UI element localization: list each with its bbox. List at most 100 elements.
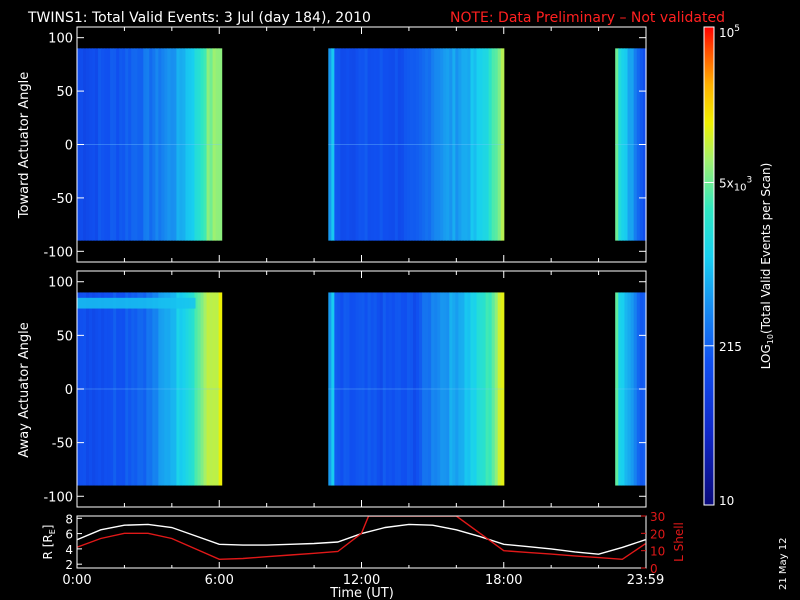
heatmap-column [349, 292, 354, 486]
heatmap-column [173, 292, 178, 486]
heatmap-column [458, 292, 462, 486]
heatmap-column [479, 48, 484, 241]
heatmap-column [337, 48, 341, 241]
heatmap-column [98, 292, 102, 486]
heatmap-column [449, 48, 453, 241]
heatmap-column [113, 48, 117, 241]
heatmap-column [122, 292, 126, 486]
ytick-label: 0 [65, 383, 73, 398]
heatmap-column [497, 292, 502, 486]
heatmap-column [349, 48, 354, 241]
heatmap-column [170, 48, 175, 241]
heatmap-column [373, 48, 378, 241]
heatmap-column [116, 48, 120, 241]
heatmap-column [391, 48, 396, 241]
heatmap-column [464, 292, 469, 486]
heatmap-column [146, 292, 150, 486]
heatmap-column [452, 48, 456, 241]
heatmap-column [209, 48, 214, 241]
orbit-ylabel-left: R [RE] [41, 525, 57, 560]
orbit-ylabel-right: L Shell [672, 522, 686, 562]
heatmap-column [500, 292, 505, 486]
colorbar-gradient [703, 26, 715, 506]
heatmap-column [182, 48, 187, 241]
orbit-panel: 8 642 30 20 10 0 0:00 6:00 12:00 18:00 23:59 R [RE… [41, 510, 686, 600]
heatmap-column [400, 48, 405, 241]
heatmap-column [331, 48, 335, 241]
ytick-label: 50 [56, 329, 73, 344]
heatmap-column [437, 292, 441, 486]
heatmap-column [406, 292, 411, 486]
heatmap-column [155, 48, 159, 241]
heatmap-column [110, 48, 114, 241]
away-heatmap [77, 292, 647, 486]
heatmap-column [131, 292, 135, 486]
orbit-frame [76, 515, 647, 569]
heatmap-column [149, 48, 153, 241]
heatmap-column [476, 48, 481, 241]
heatmap-column [497, 48, 502, 241]
heatmap-column [416, 48, 420, 241]
ytick-label: -50 [52, 437, 73, 452]
heatmap-column [633, 292, 638, 486]
heatmap-column [104, 292, 108, 486]
heatmap-column [364, 292, 369, 486]
heatmap-column [137, 48, 141, 241]
heatmap-column [86, 48, 90, 241]
heatmap-column [131, 48, 135, 241]
ytick-label-left: 4 [65, 543, 73, 557]
ytick-label: 100 [48, 276, 73, 291]
heatmap-column [367, 48, 372, 241]
colorbar-tick-label: 105 [719, 24, 740, 40]
heatmap-column [624, 48, 629, 241]
heatmap-column [218, 292, 223, 486]
heatmap-column [167, 48, 171, 241]
heatmap-column [215, 292, 220, 486]
heatmap-column [476, 292, 481, 486]
heatmap-column [394, 292, 399, 486]
heatmap-column [352, 292, 357, 486]
heatmap-column [455, 48, 459, 241]
heatmap-column [161, 292, 165, 486]
heatmap-column [382, 48, 387, 241]
heatmap-column [119, 292, 123, 486]
ytick-label: 100 [48, 32, 73, 47]
colorbar-ticks: 10 215 5x103 105 [704, 24, 752, 508]
ytick-label-right: 30 [650, 510, 665, 524]
heatmap-column [200, 292, 205, 486]
toward-heatmap [77, 48, 647, 241]
heatmap-column [107, 48, 111, 241]
heatmap-column [101, 48, 105, 241]
heatmap-column [434, 48, 438, 241]
heatmap-column [482, 292, 487, 486]
heatmap-column [92, 48, 96, 241]
heatmap-column [419, 292, 423, 486]
orbit-xlabel: Time (UT) [329, 586, 394, 600]
heatmap-column [206, 292, 211, 486]
orbit-axes: 8 642 30 20 10 0 0:00 6:00 12:00 18:00 23:59 [62, 510, 665, 588]
heatmap-column [413, 48, 417, 241]
heatmap-column [92, 292, 96, 486]
heatmap-column [500, 48, 505, 241]
heatmap-column [158, 48, 162, 241]
heatmap-column [449, 292, 453, 486]
heatmap-column [485, 292, 490, 486]
heatmap-column [119, 48, 123, 241]
heatmap-column [388, 48, 393, 241]
heatmap-column [431, 292, 435, 486]
heatmap-column [627, 292, 632, 486]
heatmap-column [152, 292, 156, 486]
heatmap-column [382, 292, 387, 486]
heatmap-column [358, 48, 363, 241]
heatmap-column [340, 48, 345, 241]
heatmap-column [215, 48, 220, 241]
heatmap-column [212, 48, 217, 241]
heatmap-column [467, 48, 472, 241]
heatmap-column [152, 48, 156, 241]
heatmap-column [494, 292, 499, 486]
ytick-label: -50 [52, 192, 73, 207]
heatmap-column [370, 292, 375, 486]
heatmap-column [185, 292, 190, 486]
heatmap-column [179, 292, 184, 486]
